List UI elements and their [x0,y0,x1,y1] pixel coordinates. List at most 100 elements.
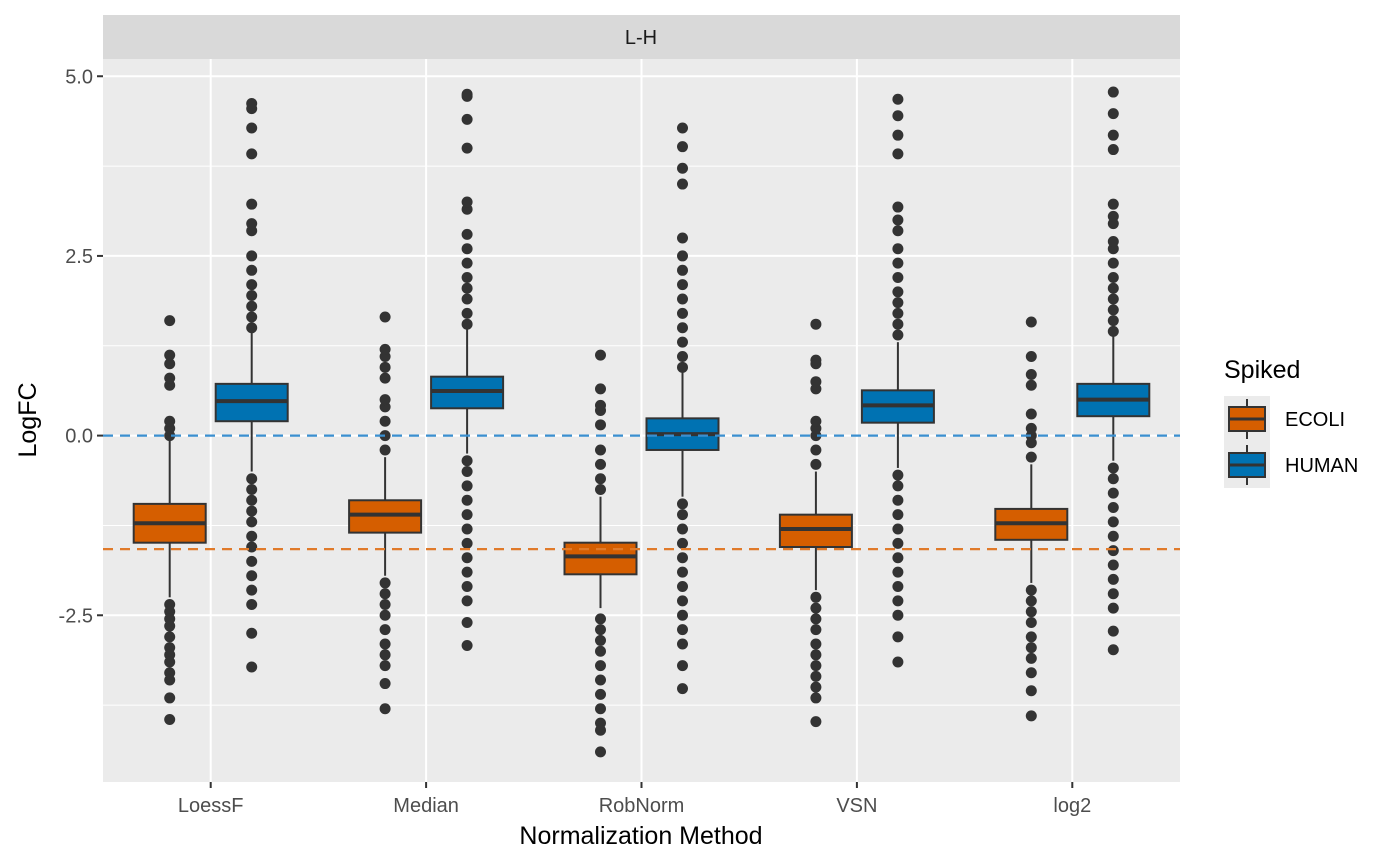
outlier-point [677,336,688,348]
outlier-point [892,480,904,492]
outlier-point [892,523,904,535]
outlier-point [246,300,258,312]
legend: Spiked ECOLI HUMAN [1224,356,1358,488]
outlier-point [164,315,176,327]
outlier-point [1107,588,1119,600]
legend-label: HUMAN [1285,455,1358,477]
outlier-point [1025,584,1037,596]
outlier-point [461,293,473,305]
box-ecoli-vsn [778,318,853,728]
y-axis-title: LogFC [14,382,42,457]
outlier-point [461,639,473,651]
outlier-point [1107,644,1119,656]
outlier-point [677,232,688,244]
outlier-point [379,703,391,715]
outlier-point [246,627,258,639]
outlier-point [595,624,606,636]
box-human-vsn [860,93,935,668]
outlier-point [246,322,258,334]
outlier-point [595,634,606,646]
outlier-point [1107,304,1119,316]
outlier-point [810,638,822,650]
outlier-point [810,376,822,388]
outlier-point [595,645,606,657]
outlier-point [1025,642,1037,654]
outlier-point [1025,379,1037,391]
outlier-point [164,713,176,725]
outlier-point [892,257,904,269]
outlier-point [810,660,822,672]
outlier-point [461,228,473,240]
outlier-point [1107,86,1119,98]
outlier-point [461,509,473,521]
outlier-point [1025,422,1037,434]
outlier-point [1107,129,1119,141]
outlier-point [677,509,688,521]
outlier-point [461,552,473,564]
outlier-point [595,419,606,431]
outlier-point [892,581,904,593]
outlier-point [892,656,904,668]
outlier-point [379,609,391,621]
outlier-point [1107,559,1119,571]
legend-entry-human: HUMAN [1224,442,1358,488]
outlier-point [246,122,258,134]
outlier-point [892,469,904,481]
outlier-point [246,218,258,230]
outlier-point [595,613,606,625]
outlier-point [1107,473,1119,485]
outlier-point [892,225,904,237]
outlier-point [1107,236,1119,248]
outlier-point [379,577,391,589]
outlier-point [379,372,391,384]
outlier-point [164,349,176,361]
outlier-point [164,674,176,686]
outlier-point [1107,573,1119,585]
outlier-point [892,201,904,213]
outlier-point [379,343,391,355]
outlier-point [677,523,688,535]
outlier-point [677,609,688,621]
legend-label: ECOLI [1285,409,1345,431]
outlier-point [810,318,822,330]
outlier-point [379,444,391,456]
outlier-point [164,656,176,668]
outlier-point [810,692,822,704]
outlier-point [1025,652,1037,664]
x-tick-label: Median [393,795,459,817]
outlier-point [246,279,258,291]
outlier-point [1107,530,1119,542]
reference-lines [103,434,1180,551]
outlier-point [677,250,688,262]
outlier-point [1107,545,1119,557]
outlier-point [246,661,258,673]
outlier-point [810,716,822,728]
outlier-point [164,631,176,643]
outlier-point [595,688,606,700]
outlier-point [677,595,688,607]
outlier-point [892,286,904,298]
outlier-point [246,494,258,506]
outlier-point [1025,316,1037,328]
outlier-point [595,660,606,672]
outlier-point [246,98,258,110]
outlier-point [677,660,688,672]
outlier-point [164,692,176,704]
outlier-point [1107,293,1119,305]
outlier-point [461,494,473,506]
y-tick-label: 5.0 [65,66,93,88]
x-axis-title: Normalization Method [519,822,762,850]
y-axis: 5.0 2.5 0.0 -2.5 [59,66,103,627]
outlier-point [1107,198,1119,210]
outlier-point [246,289,258,301]
outlier-point [892,609,904,621]
outlier-point [461,196,473,208]
outlier-point [379,649,391,661]
outlier-point [1025,606,1037,618]
outlier-point [461,455,473,467]
outlier-point [1107,315,1119,327]
outlier-point [1107,462,1119,474]
outlier-point [595,703,606,715]
outlier-point [379,394,391,406]
x-tick-label: log2 [1053,795,1091,817]
